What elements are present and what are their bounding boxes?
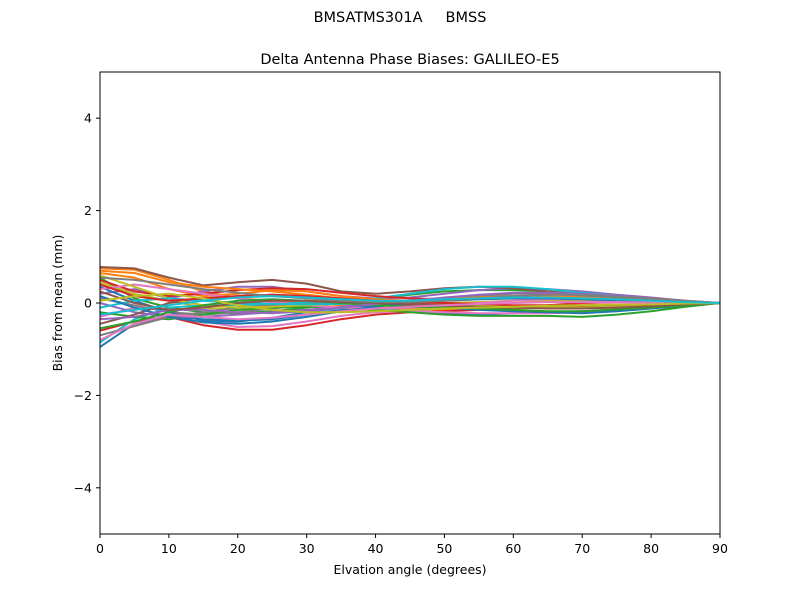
x-tick-label: 40	[368, 541, 384, 556]
figure-suptitle: BMSATMS301A BMSS	[313, 10, 487, 26]
y-tick-label: 2	[84, 203, 92, 218]
series-layer	[99, 266, 721, 348]
y-tick-label: −4	[74, 480, 92, 495]
x-tick-label: 10	[161, 541, 177, 556]
x-tick-label: 70	[574, 541, 590, 556]
x-tick-label: 30	[299, 541, 315, 556]
x-tick-label: 90	[712, 541, 728, 556]
y-tick-label: 4	[84, 111, 92, 126]
x-tick-label: 60	[505, 541, 521, 556]
chart-title: Delta Antenna Phase Biases: GALILEO-E5	[260, 52, 559, 68]
series-line	[99, 302, 721, 321]
y-axis: −4 −2 0 2 4	[74, 111, 100, 495]
series-line	[99, 276, 721, 304]
series-line	[99, 292, 721, 314]
x-axis: 0 10 20 30 40 50 60 70 80 90	[96, 534, 728, 556]
x-axis-label: Elvation angle (degrees)	[333, 562, 486, 577]
y-axis-label: Bias from mean (mm)	[50, 235, 65, 372]
y-tick-label: −2	[74, 388, 92, 403]
x-tick-label: 0	[96, 541, 104, 556]
series-line	[99, 295, 721, 316]
series-line	[99, 301, 721, 341]
series-line	[99, 290, 721, 311]
y-tick-label: 0	[84, 296, 92, 311]
x-tick-label: 80	[643, 541, 659, 556]
x-tick-label: 50	[436, 541, 452, 556]
x-tick-label: 20	[230, 541, 246, 556]
